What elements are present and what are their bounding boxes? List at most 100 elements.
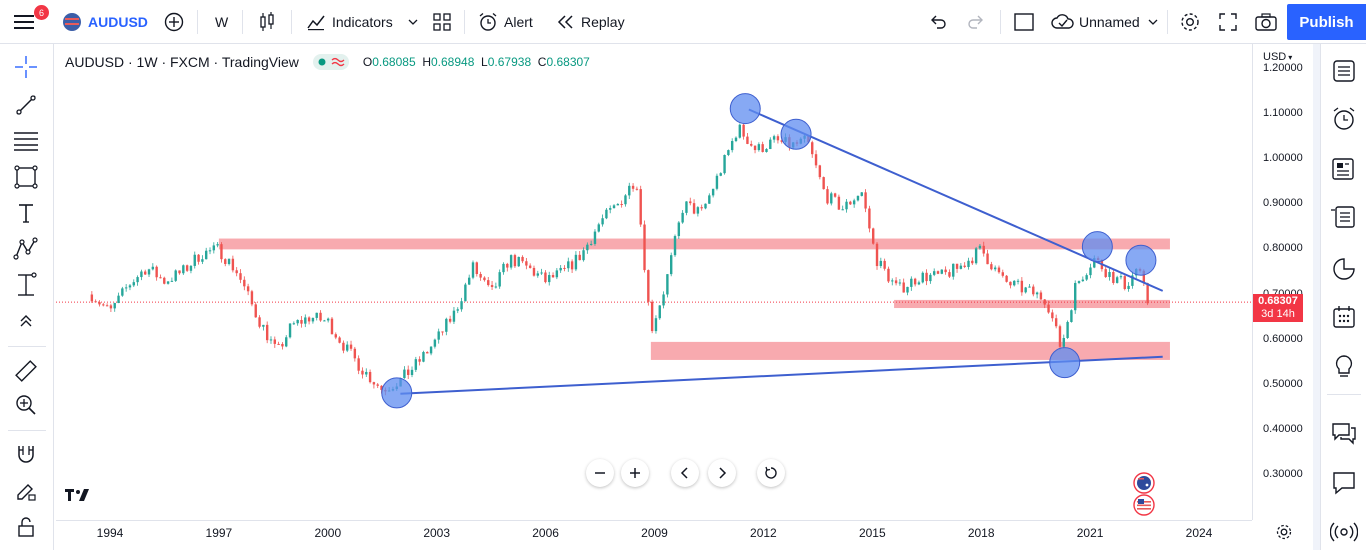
candle-body [494,286,498,288]
candle-body [460,301,463,310]
candle-body [448,318,452,322]
chevron-down-icon[interactable] [1148,0,1158,44]
chevron-down-icon[interactable] [408,0,418,44]
price-axis[interactable]: USD ▾ 1.20000 1.10000 1.00000 0.90000 0.80000… [1252,44,1314,520]
publish-button[interactable]: Publish [1287,4,1366,40]
fullscreen-icon[interactable] [1219,0,1237,44]
scroll-right-button[interactable] [708,459,736,487]
candle-body [254,304,257,318]
symbol-search-button[interactable]: AUDUSD [62,0,148,44]
redo-icon[interactable] [967,0,985,44]
high-key: H [422,55,431,69]
circle-marker[interactable] [381,377,413,409]
candle-body [193,254,196,266]
candle-body [517,256,520,267]
market-status-pill[interactable] [312,54,349,70]
usa-event-flag-icon[interactable] [1133,494,1155,521]
add-symbol-icon[interactable] [164,0,184,44]
zoom-in-icon[interactable] [9,390,43,420]
circle-marker[interactable] [1081,231,1113,263]
axis-settings-gear-icon[interactable] [1275,523,1293,546]
prediction-tool-icon[interactable] [9,270,43,300]
interval-button[interactable]: W [215,0,228,44]
fib-retracement-icon[interactable] [9,126,43,156]
alarm-clock-icon[interactable] [1329,104,1359,134]
menu-icon[interactable] [14,0,36,44]
object-tree-icon[interactable] [1329,202,1359,232]
trendline[interactable] [400,355,1163,395]
fullscreen-box-icon[interactable] [1014,0,1034,44]
rectangle-icon[interactable] [9,162,43,192]
chart-legend: AUDUSD · 1W · FXCM · TradingView O0.6808… [65,52,590,72]
gear-icon[interactable] [1179,0,1201,44]
candle-body [220,244,223,260]
reset-chart-button[interactable] [757,459,785,487]
scroll-left-button[interactable] [671,459,699,487]
australia-event-flag-icon[interactable] [1133,472,1155,499]
unlock-icon[interactable] [9,512,43,542]
signal-broadcast-icon[interactable] [1329,518,1359,548]
candle-body [151,266,155,270]
circle-marker[interactable] [1125,244,1157,276]
candle-body [1081,279,1085,282]
support-resistance-zone[interactable] [218,238,1170,250]
crosshair-icon[interactable] [9,52,43,82]
comments-icon[interactable] [1329,468,1359,498]
candle-body [479,274,482,278]
price-tick-label: 1.00000 [1263,152,1303,165]
flag-icon [63,13,81,31]
candle-body [109,305,113,309]
watchlist-icon[interactable] [1329,56,1359,86]
candle-body [105,305,109,307]
chats-icon[interactable] [1329,418,1359,448]
candle-body [742,124,745,137]
candle-body [132,282,135,286]
text-tool-icon[interactable] [9,198,43,228]
candle-body [1093,258,1096,268]
ideas-lightbulb-icon[interactable] [1329,352,1359,382]
replay-button[interactable]: Replay [557,0,625,44]
lock-drawing-icon[interactable] [9,476,43,506]
pattern-tool-icon[interactable] [9,234,43,264]
circle-marker[interactable] [1049,347,1081,379]
candle-body [1070,310,1073,322]
layout-name-button[interactable]: Unnamed [1051,0,1140,44]
collapse-up-icon[interactable] [9,306,43,336]
candle-body [189,265,193,271]
circle-marker[interactable] [729,93,761,125]
price-chart[interactable] [56,44,1252,520]
candle-body [643,224,646,271]
undo-icon[interactable] [929,0,947,44]
candle-body [959,265,963,269]
tradingview-logo[interactable] [64,486,94,509]
legend-title[interactable]: AUDUSD · 1W · FXCM · TradingView [65,54,299,70]
time-tick-label: 2018 [967,526,995,540]
templates-grid-icon[interactable] [433,0,451,44]
zoom-out-button[interactable] [586,459,614,487]
hotlist-icon[interactable] [1329,254,1359,284]
price-tick-label: 0.80000 [1263,242,1303,255]
currency-selector[interactable]: USD ▾ [1263,51,1292,63]
circle-marker[interactable] [780,118,812,150]
candle-body [380,385,383,390]
calendar-icon[interactable] [1329,302,1359,332]
candle-body [769,139,772,150]
candle-body [757,144,761,151]
indicators-button[interactable]: Indicators [306,0,393,44]
candle-body [113,303,116,309]
time-axis[interactable]: 1994 1997 2000 2003 2006 2009 2012 2015 2018 2021… [56,520,1252,550]
support-resistance-zone[interactable] [894,299,1170,309]
candle-body [868,208,871,229]
ruler-icon[interactable] [9,356,43,386]
news-icon[interactable] [1329,154,1359,184]
zoom-in-button[interactable] [621,459,649,487]
trend-line-icon[interactable] [9,90,43,120]
candle-body [285,337,288,347]
alert-button[interactable]: Alert [478,0,533,44]
magnet-icon[interactable] [9,440,43,470]
camera-icon[interactable] [1255,0,1277,44]
support-resistance-zone[interactable] [650,341,1170,360]
candle-body [239,273,242,280]
candle-body [464,284,467,302]
chart-type-icon[interactable] [258,0,276,44]
